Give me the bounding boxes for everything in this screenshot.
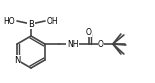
Text: OH: OH [47, 17, 59, 25]
Text: B: B [28, 20, 34, 28]
Text: NH: NH [67, 40, 79, 48]
Text: O: O [86, 27, 92, 37]
Text: O: O [98, 40, 104, 48]
Text: N: N [14, 56, 20, 64]
Text: HO: HO [3, 17, 15, 25]
